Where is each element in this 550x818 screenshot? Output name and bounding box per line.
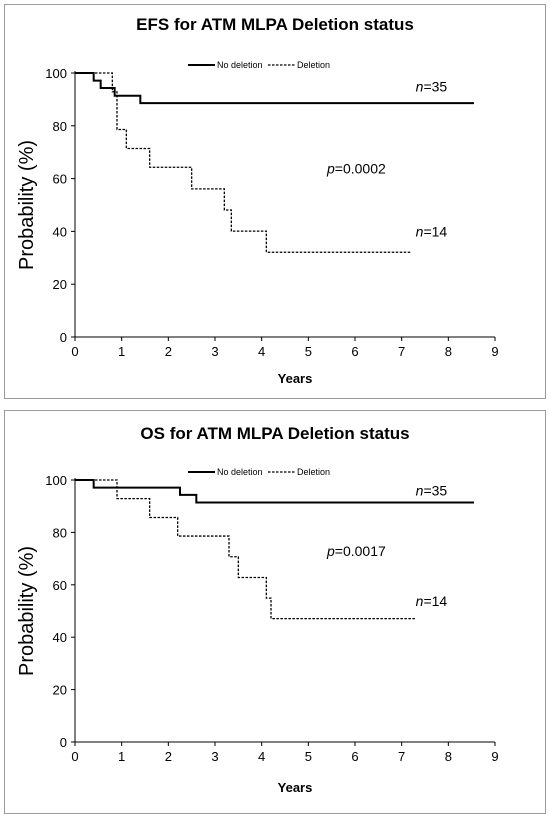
legend-label: Deletion	[297, 60, 330, 70]
legend-label: No deletion	[217, 60, 263, 70]
x-tick-label: 9	[491, 344, 498, 359]
x-tick-label: 6	[351, 344, 358, 359]
y-tick-label: 40	[53, 224, 67, 239]
y-axis-label: Probability (%)	[16, 546, 38, 676]
x-tick-label: 9	[491, 749, 498, 764]
x-tick-label: 4	[258, 344, 265, 359]
y-tick-label: 100	[45, 66, 67, 81]
annotation: n=14	[416, 593, 448, 609]
x-axis-label: Years	[278, 780, 313, 795]
annotation: n=35	[416, 78, 448, 94]
x-tick-label: 5	[305, 749, 312, 764]
x-tick-label: 1	[118, 749, 125, 764]
y-tick-label: 40	[53, 630, 67, 645]
series-line-deletion	[75, 479, 416, 620]
efs-chart-panel: EFS for ATM MLPA Deletion status 0 1 2 3 4 5 6 7…	[4, 4, 546, 399]
x-tick-label: 4	[258, 749, 265, 764]
annotation: n=35	[416, 483, 448, 499]
y-axis-label: Probability (%)	[16, 140, 38, 270]
y-tick-label: 60	[53, 172, 67, 187]
x-tick-label: 3	[211, 749, 218, 764]
x-tick-label: 7	[398, 749, 405, 764]
x-tick-label: 2	[165, 749, 172, 764]
x-tick-label: 8	[445, 749, 452, 764]
annotation: p=0.0017	[326, 543, 386, 559]
x-tick-label: 0	[71, 749, 78, 764]
y-tick-label: 80	[53, 525, 67, 540]
annotation: p=0.0002	[326, 160, 386, 176]
y-tick-label: 100	[45, 473, 67, 488]
y-tick-label: 0	[60, 735, 67, 750]
series-line-no-deletion	[75, 72, 474, 105]
os-chart: OS for ATM MLPA Deletion status 0 1 2 3 4 5 6 7 8…	[16, 424, 499, 795]
x-tick-label: 3	[211, 344, 218, 359]
x-tick-label: 6	[351, 749, 358, 764]
x-tick-label: 7	[398, 344, 405, 359]
y-tick-label: 60	[53, 578, 67, 593]
x-tick-label: 2	[165, 344, 172, 359]
y-tick-label: 20	[53, 277, 67, 292]
chart-title: EFS for ATM MLPA Deletion status	[136, 15, 414, 34]
x-axis-label: Years	[278, 371, 313, 386]
y-tick-label: 80	[53, 119, 67, 134]
x-tick-label: 1	[118, 344, 125, 359]
chart-title: OS for ATM MLPA Deletion status	[140, 424, 409, 443]
x-tick-label: 0	[71, 344, 78, 359]
series-line-deletion	[75, 72, 411, 253]
os-chart-panel: OS for ATM MLPA Deletion status 0 1 2 3 4 5 6 7 8…	[4, 410, 546, 814]
y-tick-label: 20	[53, 683, 67, 698]
legend-label: Deletion	[297, 467, 330, 477]
legend-label: No deletion	[217, 467, 263, 477]
efs-chart: EFS for ATM MLPA Deletion status 0 1 2 3 4 5 6 7…	[16, 15, 499, 386]
y-tick-label: 0	[60, 330, 67, 345]
x-tick-label: 8	[445, 344, 452, 359]
annotation: n=14	[416, 224, 448, 240]
x-tick-label: 5	[305, 344, 312, 359]
series-line-no-deletion	[75, 479, 474, 504]
